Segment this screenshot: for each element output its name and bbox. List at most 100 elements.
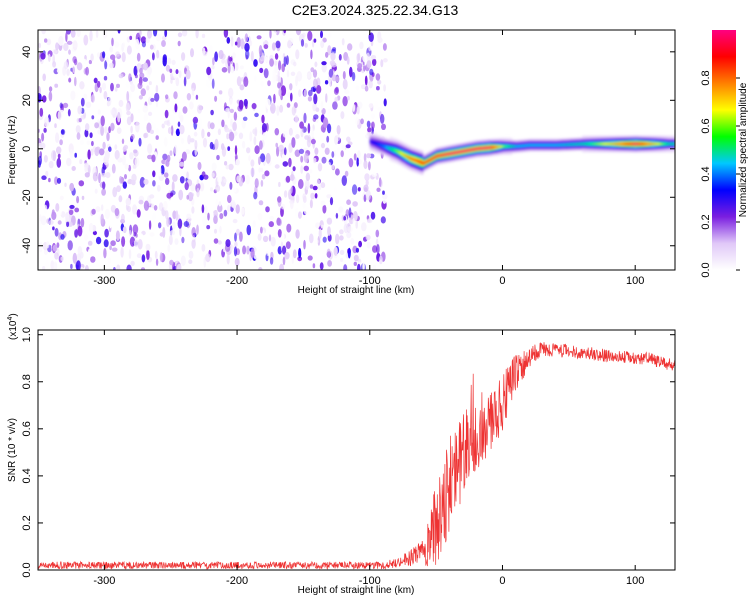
spectrogram-noise-cell — [289, 174, 295, 181]
spectrogram-noise-cell — [382, 43, 387, 51]
spectrogram-noise-cell — [174, 238, 179, 246]
spectrogram-signal-cell — [506, 145, 509, 148]
spectrogram-noise-cell — [345, 209, 350, 217]
spectrogram-noise-cell — [45, 170, 49, 177]
spectrogram-signal-cell — [635, 143, 638, 145]
spectrogram-noise-cell — [377, 37, 383, 43]
spectrogram-noise-cell — [349, 66, 353, 78]
spectrogram-signal-cell — [663, 143, 665, 145]
spectrogram-signal-cell — [671, 143, 673, 145]
spectrogram-noise-cell — [282, 256, 286, 266]
spectrogram-noise-cell — [338, 30, 342, 36]
spectrogram-noise-cell — [295, 194, 300, 204]
spectrogram-noise-cell — [364, 75, 368, 86]
spectrogram-noise-cell — [139, 176, 146, 188]
spectrogram-signal-cell — [517, 145, 519, 148]
spectrogram-noise-cell — [342, 255, 347, 266]
spectrogram-signal-cell — [514, 145, 517, 148]
spectrogram-noise-cell — [117, 157, 123, 163]
spectrogram-noise-cell — [202, 50, 208, 57]
spectrogram-noise-cell — [85, 123, 90, 131]
spectrogram-noise-cell — [148, 111, 153, 116]
spectrogram-noise-cell — [312, 263, 316, 269]
spectrogram-signal-cell — [620, 143, 623, 145]
spectrogram-noise-cell — [221, 58, 226, 64]
spectrogram-noise-cell — [86, 140, 91, 146]
spectrogram-noise-cell — [244, 42, 250, 52]
spectrogram-noise-cell — [165, 210, 169, 220]
spectrogram-noise-cell — [68, 77, 72, 83]
spectrogram-noise-cell — [66, 40, 73, 45]
spectrogram-noise-cell — [162, 153, 168, 161]
spectrogram-noise-cell — [176, 263, 183, 270]
spectrogram-noise-cell — [97, 121, 102, 129]
spectrogram-noise-cell — [246, 147, 251, 154]
spectrogram-noise-cell — [168, 234, 173, 246]
y-tick-label: 0.8 — [21, 374, 33, 389]
spectrogram-noise-cell — [110, 204, 116, 213]
spectrogram-signal-cell — [473, 148, 476, 151]
spectrogram-noise-cell — [63, 61, 69, 70]
spectrogram-noise-cell — [260, 153, 266, 163]
spectrogram-noise-cell — [110, 122, 115, 132]
spectrogram-noise-cell — [331, 74, 337, 82]
spectrogram-signal-cell — [454, 151, 457, 154]
spectrogram-noise-cell — [294, 115, 299, 124]
spectrogram-noise-cell — [186, 194, 189, 200]
spectrogram-noise-cell — [304, 179, 310, 190]
spectrogram-noise-cell — [161, 123, 165, 129]
spectrogram-noise-cell — [43, 155, 48, 163]
spectrogram-signal-cell — [499, 145, 502, 148]
spectrogram-noise-cell — [59, 139, 63, 146]
spectrogram-signal-cell — [547, 144, 550, 146]
y-tick-label: 0.6 — [21, 421, 33, 436]
spectrogram-noise-cell — [150, 203, 155, 209]
spectrogram-signal-cell — [400, 152, 403, 155]
spectrogram-noise-cell — [227, 62, 231, 74]
spectrogram-noise-cell — [143, 113, 149, 122]
spectrogram-signal-cell — [491, 146, 494, 149]
spectrogram-noise-cell — [360, 118, 364, 125]
spectrogram-noise-cell — [101, 173, 107, 178]
colorbar-tick-label: 0.2 — [700, 214, 712, 229]
spectrogram-noise-cell — [259, 140, 263, 150]
spectrogram-signal-cell — [462, 150, 465, 153]
spectrogram-noise-cell — [74, 207, 80, 213]
spectrogram-noise-cell — [186, 171, 189, 180]
spectrogram-noise-cell — [344, 89, 350, 95]
spectrogram-noise-cell — [67, 240, 73, 251]
spectrogram-noise-cell — [335, 168, 340, 176]
spectrogram-noise-cell — [348, 207, 352, 218]
spectrogram-noise-cell — [84, 77, 90, 84]
spectrogram-noise-cell — [175, 77, 180, 87]
spectrogram-noise-cell — [149, 232, 155, 237]
spectrogram-noise-cell — [38, 241, 43, 253]
spectrogram-noise-cell — [229, 108, 234, 113]
spectrogram-noise-cell — [326, 194, 332, 199]
spectrogram-signal-cell — [529, 144, 531, 146]
spectrogram-signal-cell — [448, 153, 450, 155]
spectrogram-noise-cell — [45, 259, 49, 270]
spectrogram-noise-cell — [339, 229, 344, 235]
spectrogram-noise-cell — [209, 141, 214, 150]
spectrogram-noise-cell — [290, 200, 294, 210]
spectrogram-signal-cell — [625, 143, 628, 145]
spectrogram-noise-cell — [72, 224, 77, 231]
spectrogram-signal-cell — [525, 144, 527, 147]
spectrogram-signal-cell — [602, 143, 604, 145]
spectrogram-signal-cell — [429, 158, 432, 161]
spectrogram-noise-cell — [303, 239, 306, 250]
spectrogram-signal-cell — [470, 148, 473, 151]
spectrogram-noise-cell — [274, 128, 280, 136]
spectrogram-noise-cell — [367, 127, 372, 133]
spectrogram-noise-cell — [174, 103, 178, 113]
spectrogram-noise-cell — [52, 226, 55, 231]
spectrogram-signal-cell — [656, 143, 659, 145]
spectrogram-signal-cell — [615, 143, 618, 145]
spectrogram-noise-cell — [265, 56, 268, 63]
spectrogram-signal-cell — [377, 143, 380, 146]
spectrogram-noise-cell — [128, 73, 132, 82]
spectrogram-noise-cell — [138, 95, 143, 100]
spectrogram-signal-cell — [387, 146, 389, 149]
spectrogram-noise-cell — [225, 239, 231, 248]
